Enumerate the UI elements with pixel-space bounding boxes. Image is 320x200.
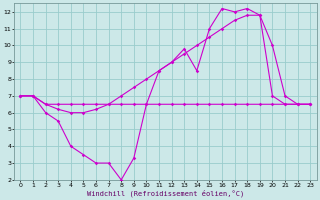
X-axis label: Windchill (Refroidissement éolien,°C): Windchill (Refroidissement éolien,°C) — [87, 189, 244, 197]
